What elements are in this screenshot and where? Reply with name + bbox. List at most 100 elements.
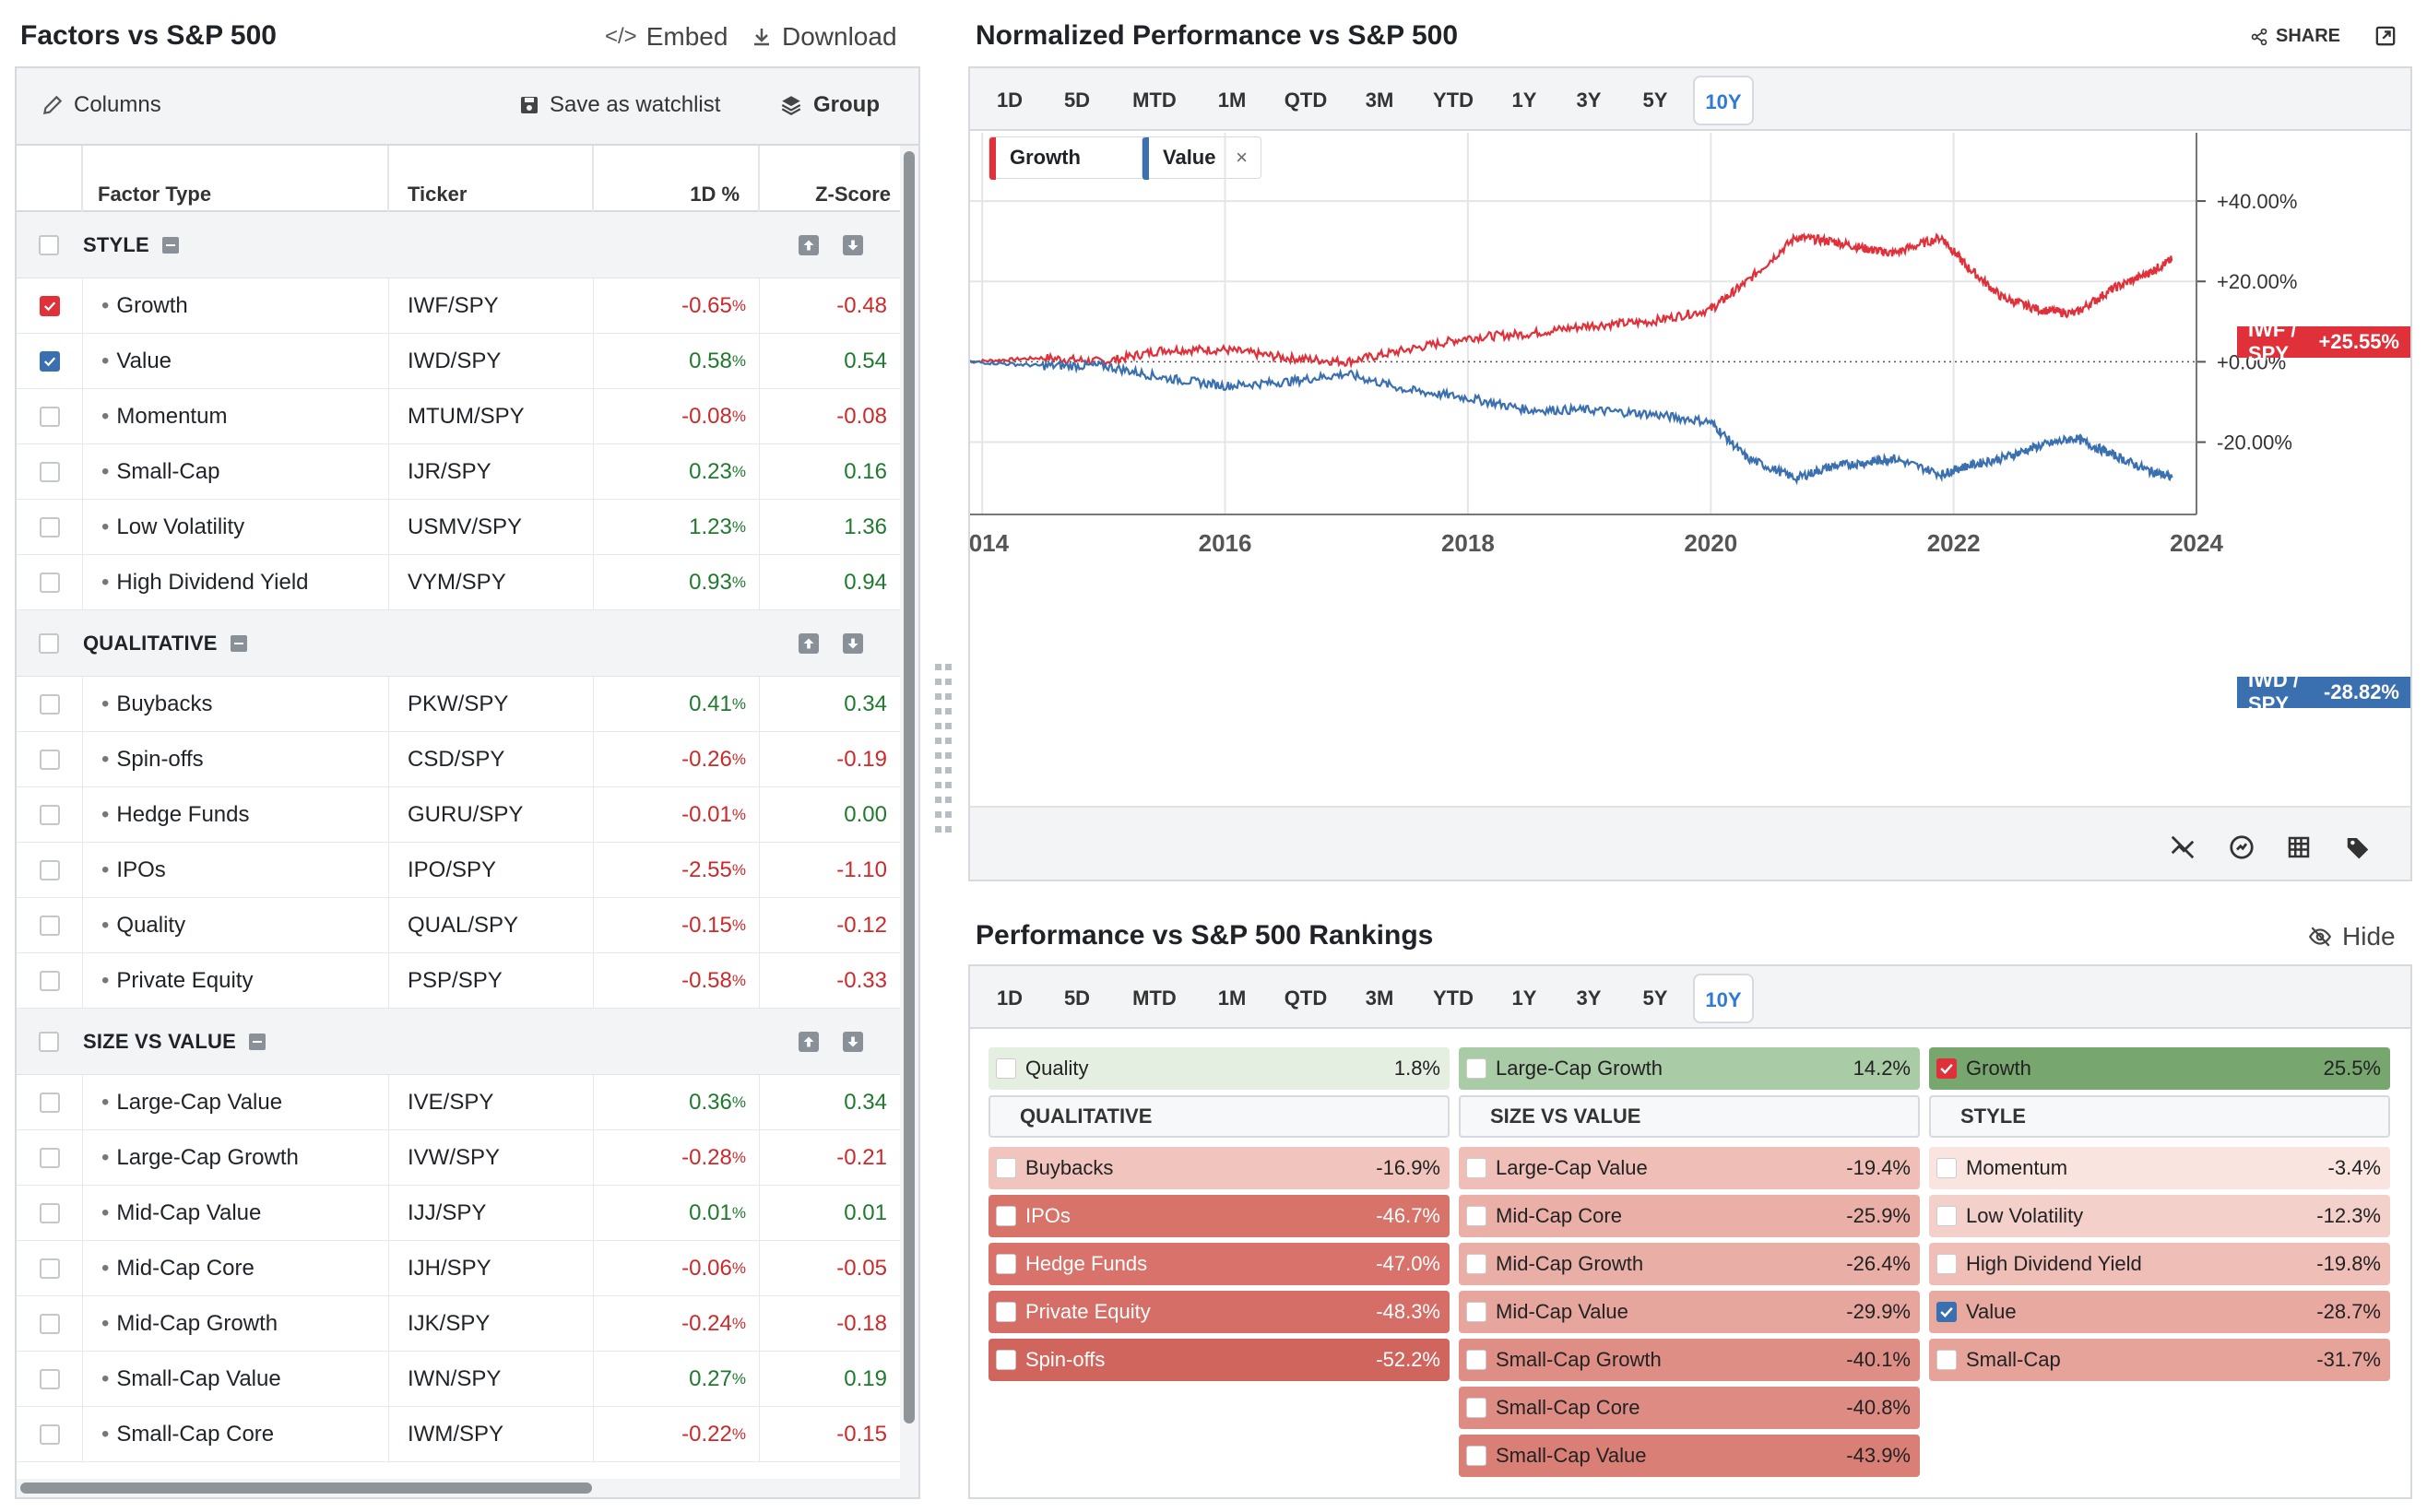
ranking-item[interactable]: Mid-Cap Value -29.9% xyxy=(1459,1291,1920,1333)
grid-icon[interactable] xyxy=(2285,833,2313,861)
header-ticker[interactable]: Ticker xyxy=(389,146,594,212)
ranking-checkbox[interactable] xyxy=(996,1302,1016,1322)
tab-5y[interactable]: 5Y xyxy=(1642,89,1668,112)
tab-ytd[interactable]: YTD xyxy=(1433,986,1474,1010)
resize-handle[interactable] xyxy=(935,664,952,848)
ranking-checkbox[interactable] xyxy=(1466,1254,1486,1274)
collapse-icon[interactable] xyxy=(230,634,247,652)
ranking-item[interactable]: High Dividend Yield -19.8% xyxy=(1929,1243,2390,1285)
tab-3y[interactable]: 3Y xyxy=(1576,986,1602,1010)
table-row[interactable]: • Momentum MTUM/SPY -0.08% -0.08 xyxy=(17,389,900,444)
tab-5d[interactable]: 5D xyxy=(1063,89,1091,112)
row-checkbox[interactable] xyxy=(39,749,60,770)
ranking-checkbox[interactable] xyxy=(1936,1058,1957,1079)
table-row[interactable]: • High Dividend Yield VYM/SPY 0.93% 0.94 xyxy=(17,555,900,610)
ranking-checkbox[interactable] xyxy=(996,1206,1016,1226)
header-zscore[interactable]: Z-Score xyxy=(815,183,891,206)
ranking-checkbox[interactable] xyxy=(996,1058,1016,1079)
legend-value-chip[interactable]: Value × xyxy=(1142,136,1261,180)
table-row[interactable]: • Quality QUAL/SPY -0.15% -0.12 xyxy=(17,898,900,953)
ranking-item[interactable]: Spin-offs -52.2% xyxy=(989,1339,1450,1381)
ranking-checkbox[interactable] xyxy=(1466,1058,1486,1079)
row-checkbox[interactable] xyxy=(39,1368,60,1389)
tab-10y[interactable]: 10Y xyxy=(1693,76,1754,125)
ranking-item[interactable]: Mid-Cap Core -25.9% xyxy=(1459,1195,1920,1237)
sort-up-icon[interactable] xyxy=(799,235,819,255)
tab-mtd[interactable]: MTD xyxy=(1132,986,1177,1010)
ranking-checkbox[interactable] xyxy=(996,1254,1016,1274)
ranking-checkbox[interactable] xyxy=(1466,1158,1486,1178)
tab-qtd[interactable]: QTD xyxy=(1284,89,1328,112)
collapse-icon[interactable] xyxy=(161,236,179,254)
ranking-item[interactable]: Hedge Funds -47.0% xyxy=(989,1243,1450,1285)
header-1d[interactable]: 1D % xyxy=(594,146,760,212)
tab-ytd[interactable]: YTD xyxy=(1433,89,1474,112)
vertical-scrollbar[interactable] xyxy=(900,146,918,1479)
table-row[interactable]: • Growth IWF/SPY -0.65% -0.48 xyxy=(17,278,900,334)
ranking-top-item[interactable]: Growth 25.5% xyxy=(1929,1047,2390,1090)
ranking-checkbox[interactable] xyxy=(1466,1302,1486,1322)
ranking-item[interactable]: Large-Cap Value -19.4% xyxy=(1459,1147,1920,1189)
group-row[interactable]: STYLE xyxy=(17,212,900,278)
row-checkbox[interactable] xyxy=(39,1147,60,1168)
tab-10y[interactable]: 10Y xyxy=(1693,974,1754,1023)
table-row[interactable]: • Buybacks PKW/SPY 0.41% 0.34 xyxy=(17,677,900,732)
share-button[interactable]: SHARE xyxy=(2250,26,2340,47)
ranking-checkbox[interactable] xyxy=(1466,1446,1486,1466)
tag-icon[interactable] xyxy=(2344,833,2372,861)
compare-icon[interactable] xyxy=(2228,833,2255,861)
ranking-checkbox[interactable] xyxy=(1466,1398,1486,1418)
row-checkbox[interactable] xyxy=(39,1258,60,1279)
row-checkbox[interactable] xyxy=(39,1423,60,1445)
ranking-checkbox[interactable] xyxy=(1936,1350,1957,1370)
row-checkbox[interactable] xyxy=(39,693,60,715)
expand-icon[interactable] xyxy=(2375,26,2396,46)
download-button[interactable]: Download xyxy=(751,22,897,52)
row-checkbox[interactable] xyxy=(39,1202,60,1223)
ranking-item[interactable]: Mid-Cap Growth -26.4% xyxy=(1459,1243,1920,1285)
save-watchlist-button[interactable]: Save as watchlist xyxy=(518,92,720,118)
row-checkbox[interactable] xyxy=(39,1313,60,1334)
row-checkbox[interactable] xyxy=(39,295,60,316)
ranking-item[interactable]: Small-Cap Value -43.9% xyxy=(1459,1435,1920,1477)
ranking-checkbox[interactable] xyxy=(1936,1302,1957,1322)
hide-lines-icon[interactable] xyxy=(2169,833,2196,861)
row-checkbox[interactable] xyxy=(39,572,60,593)
table-row[interactable]: • Private Equity PSP/SPY -0.58% -0.33 xyxy=(17,953,900,1009)
tab-1y[interactable]: 1Y xyxy=(1511,986,1537,1010)
ranking-item[interactable]: Small-Cap Growth -40.1% xyxy=(1459,1339,1920,1381)
ranking-item[interactable]: Buybacks -16.9% xyxy=(989,1147,1450,1189)
tab-3y[interactable]: 3Y xyxy=(1576,89,1602,112)
table-row[interactable]: • Mid-Cap Growth IJK/SPY -0.24% -0.18 xyxy=(17,1296,900,1352)
ranking-checkbox[interactable] xyxy=(1466,1206,1486,1226)
ranking-item[interactable]: Momentum -3.4% xyxy=(1929,1147,2390,1189)
header-factor-type[interactable]: Factor Type xyxy=(83,146,389,212)
ranking-top-item[interactable]: Quality 1.8% xyxy=(989,1047,1450,1090)
table-row[interactable]: • Large-Cap Growth IVW/SPY -0.28% -0.21 xyxy=(17,1130,900,1186)
group-row[interactable]: SIZE VS VALUE xyxy=(17,1009,900,1075)
ranking-item[interactable]: Private Equity -48.3% xyxy=(989,1291,1450,1333)
ranking-checkbox[interactable] xyxy=(1466,1350,1486,1370)
ranking-item[interactable]: Small-Cap -31.7% xyxy=(1929,1339,2390,1381)
table-row[interactable]: • Low Volatility USMV/SPY 1.23% 1.36 xyxy=(17,500,900,555)
ranking-item[interactable]: IPOs -46.7% xyxy=(989,1195,1450,1237)
ranking-checkbox[interactable] xyxy=(996,1350,1016,1370)
ranking-item[interactable]: Small-Cap Core -40.8% xyxy=(1459,1387,1920,1429)
tab-1d[interactable]: 1D xyxy=(996,89,1024,112)
tab-1m[interactable]: 1M xyxy=(1217,986,1247,1010)
ranking-checkbox[interactable] xyxy=(1936,1254,1957,1274)
sort-down-icon[interactable] xyxy=(843,633,863,654)
tab-3m[interactable]: 3M xyxy=(1365,986,1394,1010)
row-checkbox[interactable] xyxy=(39,804,60,825)
group-checkbox[interactable] xyxy=(39,1031,59,1052)
sort-up-icon[interactable] xyxy=(799,633,819,654)
tab-mtd[interactable]: MTD xyxy=(1132,89,1177,112)
tab-qtd[interactable]: QTD xyxy=(1284,986,1328,1010)
table-row[interactable]: • Value IWD/SPY 0.58% 0.54 xyxy=(17,334,900,389)
table-row[interactable]: • Large-Cap Value IVE/SPY 0.36% 0.34 xyxy=(17,1075,900,1130)
tab-5d[interactable]: 5D xyxy=(1063,986,1091,1010)
row-checkbox[interactable] xyxy=(39,350,60,372)
ranking-item[interactable]: Low Volatility -12.3% xyxy=(1929,1195,2390,1237)
tab-5y[interactable]: 5Y xyxy=(1642,986,1668,1010)
ranking-item[interactable]: Value -28.7% xyxy=(1929,1291,2390,1333)
